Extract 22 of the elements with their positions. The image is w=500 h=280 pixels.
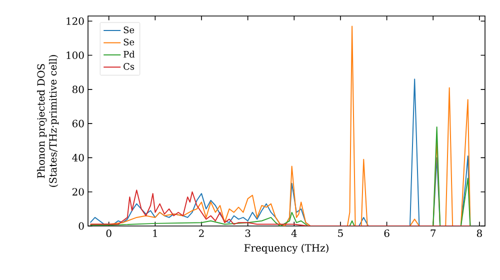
legend-label: Pd [124,50,135,58]
x-tick-label: 3 [245,230,250,238]
x-axis-title: Frequency (THz) [244,244,328,254]
y-tick-label: 40 [72,154,84,162]
y-tick-label: 80 [72,86,84,94]
y-tick-label: 60 [72,120,84,128]
x-tick-label: 2 [199,230,204,237]
x-tick-label: 5 [338,230,343,237]
legend-label: Se [124,38,134,46]
y-tick-label: 0 [78,222,84,230]
x-tick-label: 8 [476,230,482,238]
legend-label: Se [124,26,134,34]
legend-label: Cs [124,63,134,70]
y-axis-title: Phonon projected DOS (States/THz·primitive cell) [37,55,59,187]
x-tick-label: 0 [106,230,112,238]
x-tick-label: 4 [291,230,297,237]
x-tick-label: 1 [153,230,157,237]
y-tick-label: 20 [72,188,84,196]
x-tick-label: 7 [430,230,436,237]
y-tick-label: 100 [66,51,84,60]
y-tick-label: 120 [66,17,84,25]
x-tick-label: 6 [384,230,390,238]
